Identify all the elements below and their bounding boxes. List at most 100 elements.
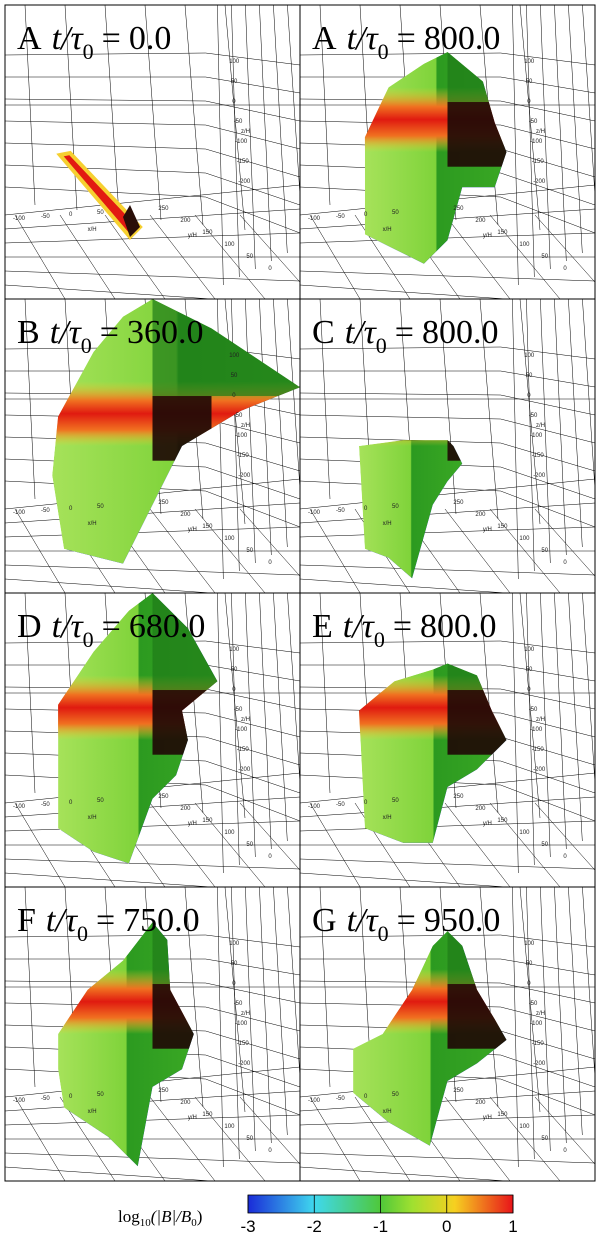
grid-line (319, 5, 331, 206)
x-tick-label: -100 (13, 510, 26, 516)
grid-line (5, 958, 300, 976)
z-tick-label: 50 (231, 961, 238, 967)
grid-line (300, 414, 595, 444)
time-symbol: t/τ (52, 20, 85, 57)
y-tick-label: 0 (563, 854, 567, 860)
x-tick-label: -50 (41, 214, 50, 220)
y-axis-title: y/H (188, 821, 197, 827)
grid-line (300, 820, 595, 832)
z-tick-label: 100 (524, 59, 535, 65)
x-axis-title: x/H (383, 521, 392, 527)
grid-line (239, 802, 300, 871)
z-tick-label: 0 (232, 981, 236, 987)
grid-line (149, 214, 216, 299)
z-axis-title: z/H (241, 717, 250, 723)
grid-line (245, 299, 256, 564)
label-part: (|B|/B (151, 1207, 192, 1226)
grid-line (519, 887, 541, 1113)
y-tick-label: 50 (246, 1136, 253, 1142)
time-subscript: 0 (77, 921, 88, 946)
time-subscript: 0 (83, 627, 94, 652)
panel: 100 50 0 -50 -100 -150 -200 z/H -100 -50 0 50 250 200… (4, 592, 301, 888)
z-tick-label: -100 (235, 139, 248, 145)
z-tick-label: -100 (530, 433, 543, 439)
grid-line (259, 887, 272, 1144)
y-tick-label: 0 (563, 560, 567, 566)
grid-line (5, 980, 300, 1004)
grid-line (444, 1096, 511, 1181)
flux-tube-end (123, 205, 140, 237)
panel-letter: A (312, 20, 337, 57)
grid-line (554, 5, 567, 262)
grid-line (534, 214, 595, 283)
grid-line (5, 142, 300, 178)
grid-line (245, 593, 256, 858)
panel-letter: G (312, 902, 337, 939)
grid-line (568, 593, 583, 842)
x-tick-label: -100 (308, 1098, 321, 1104)
grid-line (24, 5, 36, 206)
grid-line (231, 593, 240, 866)
grid-line (300, 796, 595, 818)
y-tick-label: 200 (180, 512, 191, 518)
z-tick-label: -200 (533, 179, 546, 185)
y-tick-label: 200 (180, 218, 191, 224)
grid-line (245, 5, 256, 270)
panel-content: 100 50 0 -50 -100 -150 -200 z/H -100 -50 0 50 250 200… (5, 593, 300, 887)
label-part: log (118, 1207, 140, 1226)
grid-line (194, 508, 266, 593)
grid-line (540, 299, 551, 564)
time-value: 0.0 (129, 20, 172, 57)
z-tick-label: -100 (530, 727, 543, 733)
equals: = (102, 608, 121, 645)
z-axis-title: z/H (536, 1011, 545, 1017)
grid-line (582, 5, 595, 199)
z-tick-label: -150 (237, 159, 250, 165)
z-tick-label: 50 (526, 667, 533, 673)
x-axis-title: x/H (88, 1109, 97, 1115)
grid-line (224, 887, 246, 1113)
z-tick-label: -50 (529, 119, 538, 125)
grid-line (300, 872, 511, 887)
grid-line (444, 508, 511, 593)
grid-line (5, 502, 300, 524)
grid-line (554, 299, 567, 556)
grid-line (300, 436, 595, 472)
grid-line (568, 299, 583, 548)
grid-line (300, 478, 595, 510)
grid-line (479, 887, 499, 1108)
z-tick-label: -100 (530, 1021, 543, 1027)
dark-core (152, 984, 194, 1049)
grid-line (479, 299, 499, 520)
y-tick-label: 250 (453, 1088, 464, 1094)
z-tick-label: 0 (527, 393, 531, 399)
grid-line (300, 934, 595, 948)
x-tick-label: 50 (97, 210, 104, 216)
y-axis-title: y/H (188, 527, 197, 533)
grid-line (512, 887, 519, 1168)
grid-line (5, 934, 300, 948)
x-tick-label: 50 (97, 504, 104, 510)
blob (359, 663, 507, 843)
grid-line (273, 299, 288, 548)
z-tick-label: -200 (533, 473, 546, 479)
z-tick-label: 100 (229, 353, 240, 359)
x-tick-label: -50 (41, 1096, 50, 1102)
y-tick-label: 50 (246, 548, 253, 554)
grid-line (5, 52, 300, 66)
x-tick-label: 50 (392, 1092, 399, 1098)
z-tick-label: 100 (229, 647, 240, 653)
grid-line (231, 887, 240, 1160)
grid-line (534, 508, 595, 577)
grid-line (300, 270, 595, 282)
equals: = (102, 20, 121, 57)
panel: 100 50 0 -50 -100 -150 -200 z/H -100 -50 0 50 250 200… (4, 886, 301, 1182)
grid-line (479, 593, 499, 814)
grid-line (5, 872, 216, 887)
grid-line (245, 887, 256, 1152)
grid-line (5, 640, 300, 654)
x-tick-label: -50 (336, 508, 345, 514)
